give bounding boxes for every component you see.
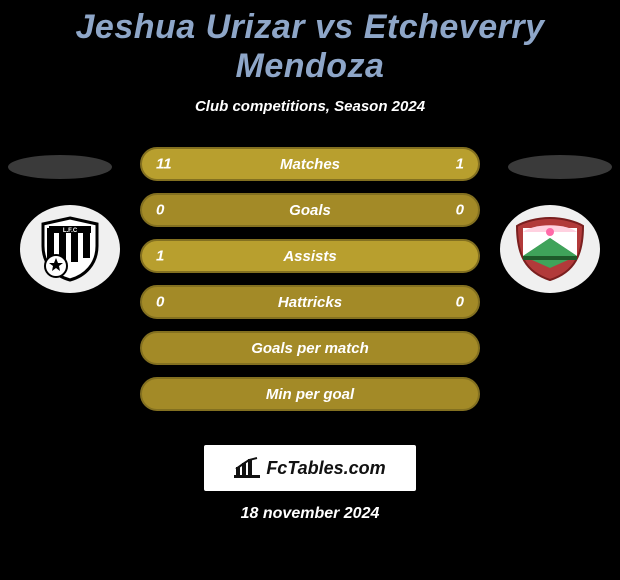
svg-text:L.F.C: L.F.C [63, 228, 78, 234]
stat-row: 1 Assists [140, 239, 480, 273]
stat-value-right: 0 [456, 202, 464, 219]
stat-value-right: 0 [456, 294, 464, 311]
stat-row: Goals per match [140, 331, 480, 365]
stat-label: Goals [289, 202, 331, 219]
stat-row: 0 Hattricks 0 [140, 285, 480, 319]
footer: FcTables.com 18 november 2024 [0, 445, 620, 523]
player-shadow-right [508, 155, 612, 179]
stat-label: Matches [280, 156, 340, 173]
club-badge-left: L.F.C [20, 205, 120, 293]
stat-value-right: 1 [456, 156, 464, 173]
stat-row: 0 Goals 0 [140, 193, 480, 227]
stat-value-left: 0 [156, 202, 164, 219]
player-shadow-left [8, 155, 112, 179]
subtitle: Club competitions, Season 2024 [0, 98, 620, 115]
page-title: Jeshua Urizar vs Etcheverry Mendoza [0, 0, 620, 86]
chart-icon [234, 457, 260, 479]
stat-label: Goals per match [251, 340, 369, 357]
stat-row: Min per goal [140, 377, 480, 411]
stat-label: Hattricks [278, 294, 342, 311]
stats-column: 11 Matches 1 0 Goals 0 1 Assists 0 Hattr… [140, 147, 480, 411]
stat-label: Assists [283, 248, 336, 265]
stat-label: Min per goal [266, 386, 354, 403]
comparison-area: L.F.C 11 Matches 1 0 Goals 0 [0, 147, 620, 437]
shield-icon: L.F.C [35, 214, 105, 284]
shield-icon [511, 214, 589, 284]
club-badge-right [500, 205, 600, 293]
brand-box: FcTables.com [204, 445, 416, 491]
stat-row: 11 Matches 1 [140, 147, 480, 181]
brand-text: FcTables.com [266, 458, 385, 479]
stat-value-left: 1 [156, 248, 164, 265]
stat-value-left: 11 [156, 156, 172, 173]
stat-value-left: 0 [156, 294, 164, 311]
date-text: 18 november 2024 [241, 505, 380, 523]
